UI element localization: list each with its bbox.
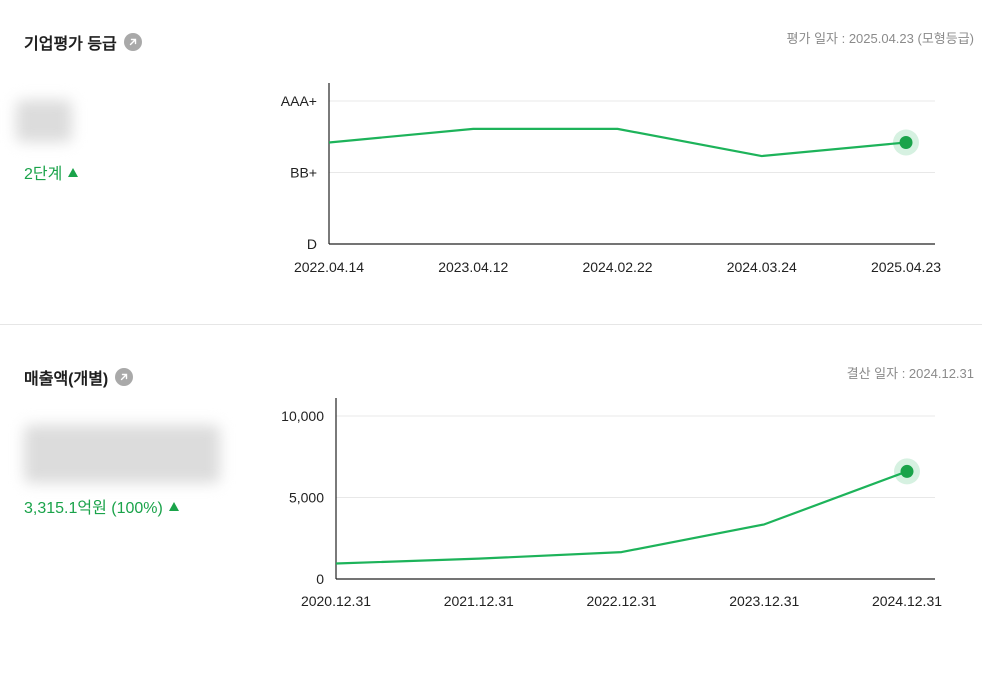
revenue-title-row: 매출액(개별) xyxy=(24,365,134,389)
blurred-revenue-value xyxy=(24,425,220,483)
triangle-up-icon xyxy=(68,167,79,177)
revenue-change-text: 3,315.1억원 (100%) xyxy=(24,500,163,517)
triangle-up-icon xyxy=(168,501,179,511)
credit-rating-title-row: 기업평가 등급 xyxy=(24,30,142,54)
evaluation-date: 평가 일자 : 2025.04.23 (모형등급) xyxy=(786,31,974,46)
x-tick-label: 2024.03.24 xyxy=(727,259,797,275)
section-divider xyxy=(0,324,982,325)
data-point xyxy=(616,127,620,131)
revenue-title: 매출액(개별) xyxy=(24,371,109,388)
data-point xyxy=(334,562,338,566)
credit-rating-chart: D BB+ AAA+ 2022.04.14 2023.04.12 2024.02.22 20… xyxy=(281,83,941,275)
y-tick-label: 10,000 xyxy=(281,408,324,424)
x-tick-label: 2021.12.31 xyxy=(444,593,514,609)
revenue-section: 매출액(개별) 결산 일자 : 2024.12.31 3,315.1억원 (10… xyxy=(0,325,982,682)
data-point xyxy=(477,557,481,561)
rating-change: 2단계 xyxy=(24,160,79,184)
credit-rating-title: 기업평가 등급 xyxy=(24,36,117,53)
credit-rating-section: 기업평가 등급 평가 일자 : 2025.04.23 (모형등급) 2단계 D B… xyxy=(0,0,982,324)
y-tick-label: AAA+ xyxy=(281,93,317,109)
x-tick-label: 2022.04.14 xyxy=(294,259,364,275)
rating-change-text: 2단계 xyxy=(24,166,63,183)
y-tick-label: 5,000 xyxy=(289,490,324,506)
revenue-change: 3,315.1억원 (100%) xyxy=(24,494,179,518)
x-tick-label: 2023.04.12 xyxy=(438,259,508,275)
x-tick-label: 2025.04.23 xyxy=(871,259,941,275)
x-tick-label: 2024.12.31 xyxy=(872,593,942,609)
y-tick-label: D xyxy=(307,236,317,252)
data-point xyxy=(620,550,624,554)
arrow-up-right-icon[interactable] xyxy=(123,33,142,51)
arrow-up-right-icon[interactable] xyxy=(115,368,134,386)
series-line xyxy=(335,470,908,565)
revenue-chart: 0 5,000 10,000 2020.12.31 2021.12.31 2022.12.… xyxy=(281,398,942,609)
data-point xyxy=(760,154,764,158)
data-point xyxy=(762,522,766,526)
settlement-date: 결산 일자 : 2024.12.31 xyxy=(846,366,974,381)
data-point xyxy=(899,135,913,149)
y-tick-label: 0 xyxy=(316,571,324,587)
series-line xyxy=(328,127,907,158)
data-point xyxy=(471,127,475,131)
data-point xyxy=(900,464,914,478)
x-tick-label: 2022.12.31 xyxy=(586,593,656,609)
y-tick-label: BB+ xyxy=(290,165,317,181)
data-point xyxy=(327,140,331,144)
x-tick-label: 2024.02.22 xyxy=(582,259,652,275)
blurred-rating-value xyxy=(16,100,72,142)
x-tick-label: 2020.12.31 xyxy=(301,593,371,609)
x-tick-label: 2023.12.31 xyxy=(729,593,799,609)
